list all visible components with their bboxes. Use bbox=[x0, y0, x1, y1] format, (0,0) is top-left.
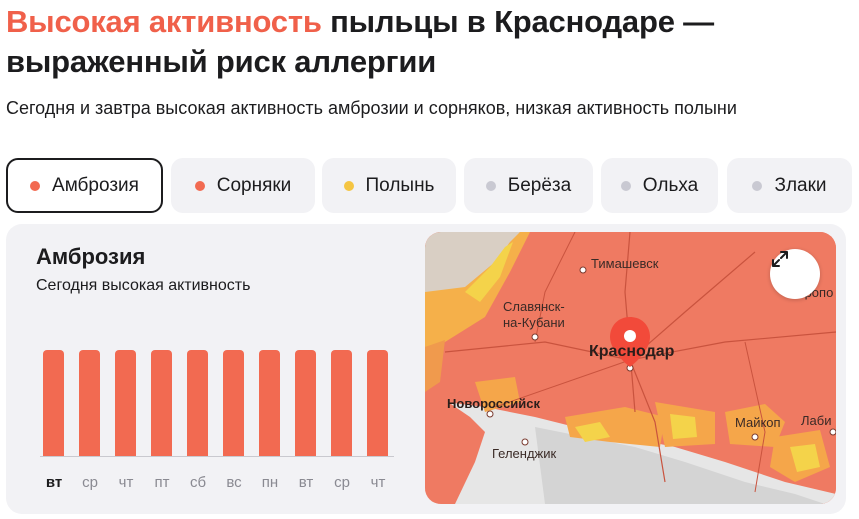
page-headline: Высокая активность пыльцы в Краснодаре —… bbox=[6, 2, 846, 82]
day-label: вт bbox=[298, 474, 314, 491]
map-label-labinsk: Лаби bbox=[801, 413, 832, 428]
level-dot bbox=[752, 180, 763, 191]
pollen-card: Амброзия Сегодня высокая активность вт ср… bbox=[6, 224, 846, 514]
forecast-chart: вт ср чт пт сб вс пн вт ср чт bbox=[6, 224, 426, 514]
day-label: вт bbox=[45, 474, 63, 491]
map-label-timashevsk: Тимашевск bbox=[591, 256, 659, 271]
day-label: сб bbox=[189, 474, 207, 491]
headline-accent: Высокая активность bbox=[6, 4, 322, 39]
level-dot bbox=[30, 180, 41, 191]
headline-rest: пыльцы в Краснодаре — выраженный риск ал… bbox=[6, 4, 714, 79]
map-label-maykop: Майкоп bbox=[735, 415, 781, 430]
chip-alder[interactable]: Ольха bbox=[601, 158, 718, 213]
level-dot bbox=[620, 180, 631, 191]
day-label: ср bbox=[82, 474, 98, 491]
map-label-slavyansk: Славянск- на-Кубани bbox=[503, 299, 565, 330]
pollen-map[interactable]: Тимашевск Славянск- на-Кубани Краснодар … bbox=[425, 232, 836, 504]
chip-label: Полынь bbox=[365, 174, 435, 196]
forecast-bar bbox=[115, 350, 136, 456]
day-label: ср bbox=[334, 474, 350, 491]
location-pin-icon bbox=[610, 317, 650, 367]
chip-grasses[interactable]: Злаки bbox=[727, 158, 852, 213]
forecast-bar bbox=[43, 350, 64, 456]
day-label: пт bbox=[154, 474, 170, 491]
level-dot bbox=[485, 180, 496, 191]
card-status: Сегодня высокая активность bbox=[36, 277, 251, 294]
chip-label: Амброзия bbox=[52, 174, 139, 196]
chip-label: Сорняки bbox=[216, 174, 292, 196]
chip-birch[interactable]: Берёза bbox=[464, 158, 593, 213]
forecast-bar bbox=[331, 350, 352, 456]
forecast-bar bbox=[151, 350, 172, 456]
level-dot bbox=[343, 180, 354, 191]
day-label: чт bbox=[370, 474, 386, 491]
expand-icon bbox=[772, 251, 788, 267]
chip-weeds[interactable]: Сорняки bbox=[171, 158, 315, 213]
forecast-bar bbox=[187, 350, 208, 456]
card-title: Амброзия bbox=[36, 244, 146, 269]
chip-label: Берёза bbox=[507, 174, 572, 196]
chip-ambrosia[interactable]: Амброзия bbox=[6, 158, 163, 213]
chip-label: Злаки bbox=[774, 174, 827, 196]
forecast-bar bbox=[259, 350, 280, 456]
day-label: пн bbox=[261, 474, 279, 491]
page-subtitle: Сегодня и завтра высокая активность амбр… bbox=[6, 98, 737, 118]
forecast-bar bbox=[295, 350, 316, 456]
day-label: вс bbox=[226, 474, 242, 491]
map-label-krasnodar: Краснодар bbox=[589, 343, 675, 360]
forecast-bar bbox=[223, 350, 244, 456]
chart-baseline bbox=[40, 456, 394, 457]
level-dot bbox=[194, 180, 205, 191]
forecast-bar bbox=[367, 350, 388, 456]
chip-wormwood[interactable]: Полынь bbox=[322, 158, 456, 213]
map-graphic bbox=[425, 232, 836, 504]
chip-label: Ольха bbox=[642, 174, 699, 196]
forecast-bar bbox=[79, 350, 100, 456]
day-label: чт bbox=[118, 474, 134, 491]
allergen-chips: Амброзия Сорняки Полынь Берёза Ольха Зла… bbox=[6, 158, 852, 213]
map-label-novorossiysk: Новороссийск bbox=[447, 396, 540, 411]
expand-map-button[interactable] bbox=[770, 249, 820, 299]
map-label-gelendzhik: Геленджик bbox=[492, 446, 557, 461]
